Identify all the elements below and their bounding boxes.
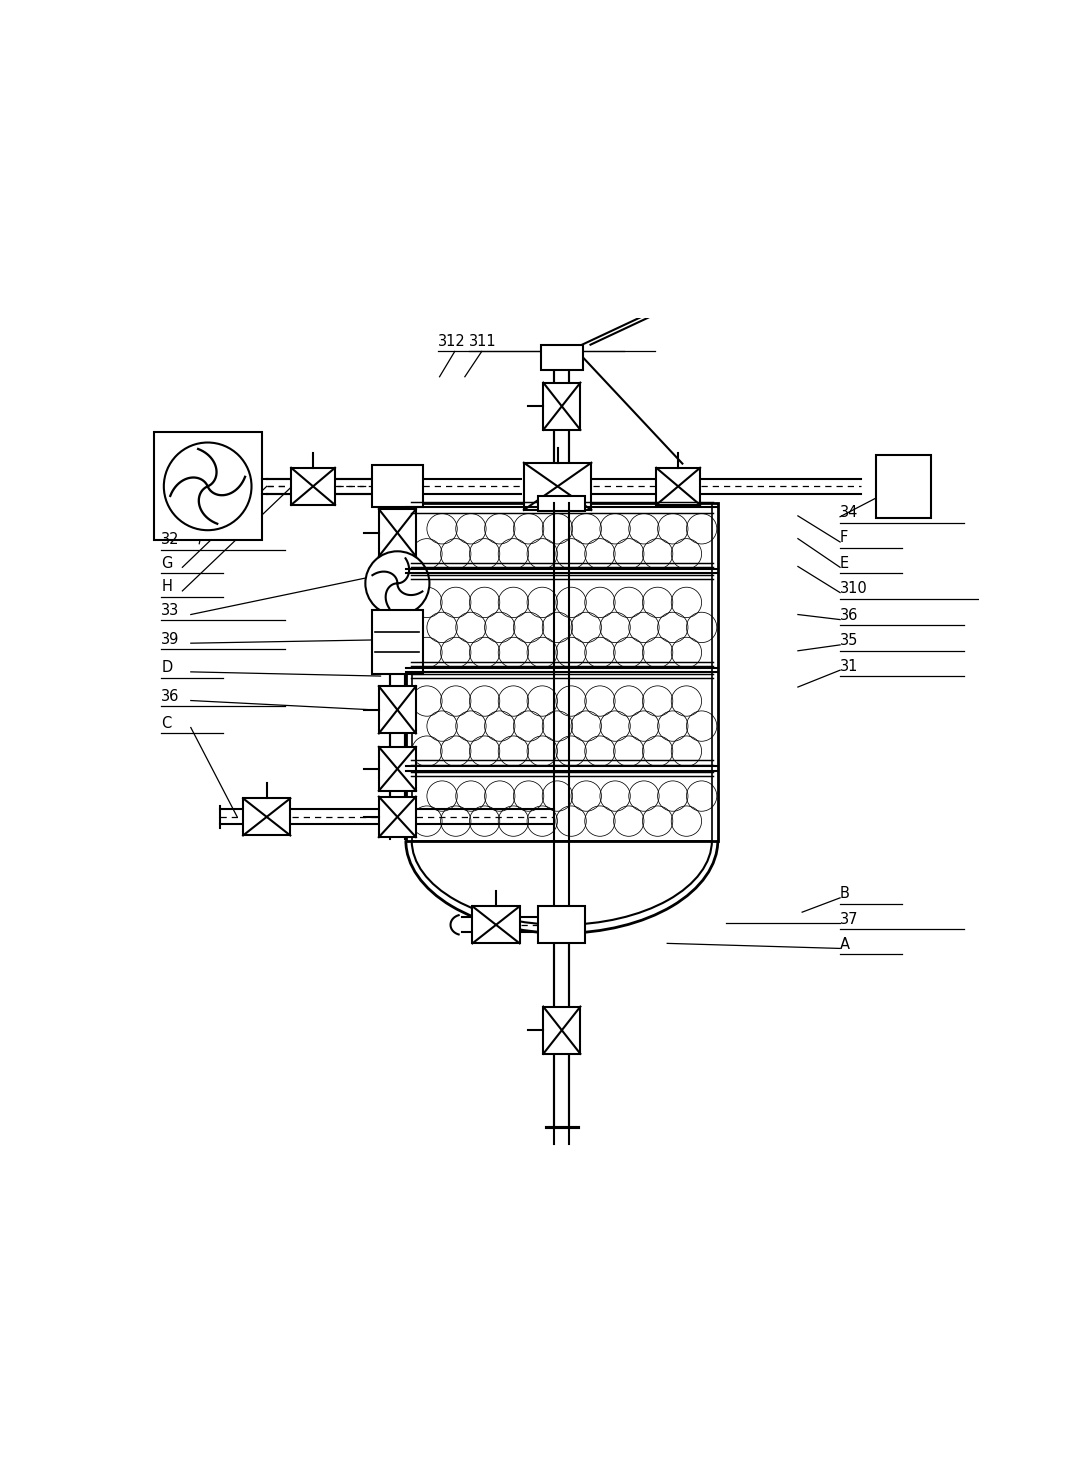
Text: G: G: [161, 556, 173, 571]
Bar: [406, 504, 718, 840]
Bar: [543, 382, 580, 430]
Bar: [372, 610, 422, 675]
Bar: [656, 468, 700, 505]
Text: 34: 34: [840, 505, 858, 520]
Bar: [379, 747, 416, 791]
Bar: [543, 1007, 580, 1054]
Text: 39: 39: [161, 631, 180, 647]
Bar: [379, 687, 416, 733]
Text: B: B: [840, 886, 850, 902]
Text: 32: 32: [161, 531, 180, 548]
Bar: [411, 504, 712, 840]
Text: H: H: [161, 580, 172, 594]
Text: C: C: [161, 716, 172, 731]
Bar: [243, 798, 290, 836]
Text: 312: 312: [437, 334, 466, 348]
Text: 310: 310: [840, 581, 868, 596]
Text: 37: 37: [840, 912, 858, 927]
Bar: [153, 432, 261, 540]
Text: D: D: [161, 660, 173, 675]
Text: 35: 35: [840, 634, 858, 649]
Text: E: E: [840, 556, 850, 571]
Bar: [379, 509, 416, 556]
Bar: [539, 906, 585, 943]
Text: F: F: [840, 530, 849, 546]
Text: 36: 36: [840, 608, 858, 624]
Text: 311: 311: [469, 334, 497, 348]
Circle shape: [164, 442, 251, 530]
Bar: [372, 466, 422, 508]
Bar: [472, 906, 520, 943]
Text: 36: 36: [161, 690, 180, 704]
Bar: [876, 455, 930, 518]
Text: 33: 33: [161, 603, 180, 618]
Bar: [524, 463, 592, 509]
Circle shape: [366, 552, 430, 615]
Bar: [292, 468, 335, 505]
Bar: [541, 344, 583, 370]
Text: 31: 31: [840, 659, 858, 673]
Text: A: A: [840, 937, 850, 952]
Bar: [539, 496, 585, 511]
Bar: [379, 796, 416, 837]
